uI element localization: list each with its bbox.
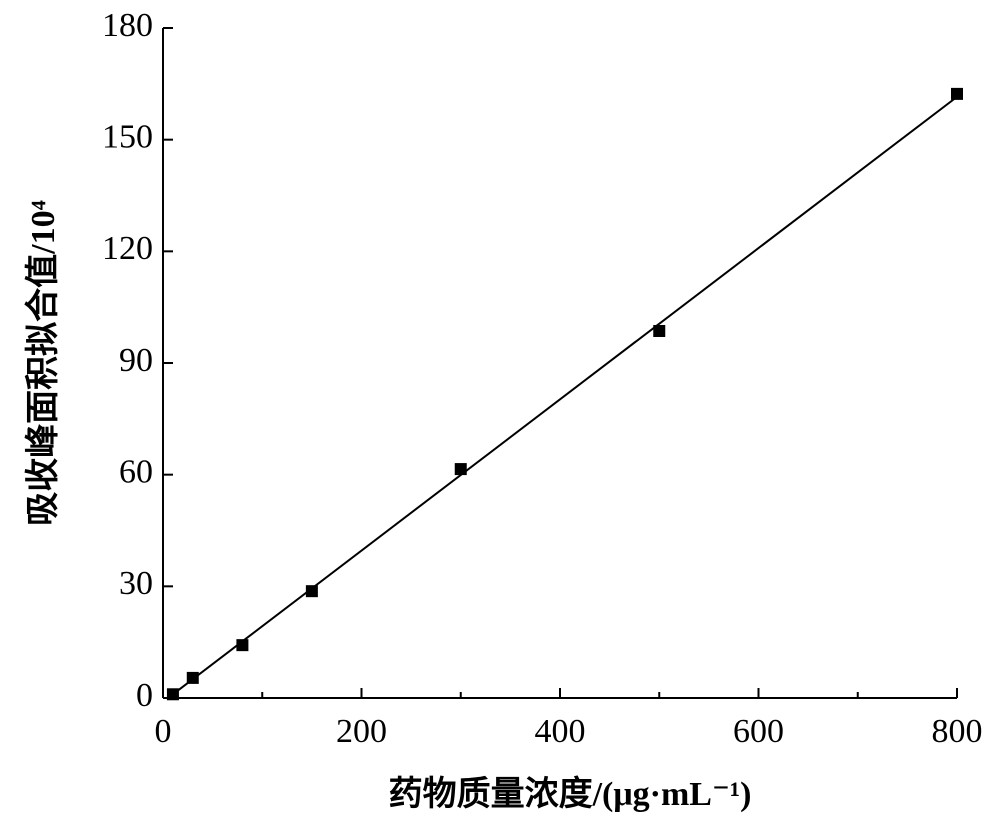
point — [236, 639, 249, 652]
y-tick-label: 150 — [102, 118, 153, 155]
point — [951, 87, 963, 100]
x-tick-label: 800 — [932, 713, 983, 750]
x-axis-title: 药物质量浓度/(μg·mL⁻¹) — [389, 775, 752, 813]
y-tick-label: 0 — [136, 677, 153, 714]
x-tick-label: 400 — [535, 713, 586, 750]
y-axis-title: 吸收峰面积拟合值/10⁴ — [24, 200, 62, 526]
y-tick-label: 180 — [102, 7, 153, 44]
y-tick-label: 120 — [102, 230, 153, 267]
point — [454, 463, 467, 476]
x-tick-label: 0 — [155, 713, 172, 750]
x-tick-label: 200 — [336, 713, 387, 750]
y-tick-label: 90 — [119, 342, 153, 379]
y-tick-label: 30 — [119, 565, 153, 602]
point — [653, 324, 666, 337]
x-tick-label: 600 — [733, 713, 784, 750]
y-tick-label: 60 — [119, 453, 153, 490]
point — [305, 585, 318, 598]
fit-line — [172, 96, 958, 696]
